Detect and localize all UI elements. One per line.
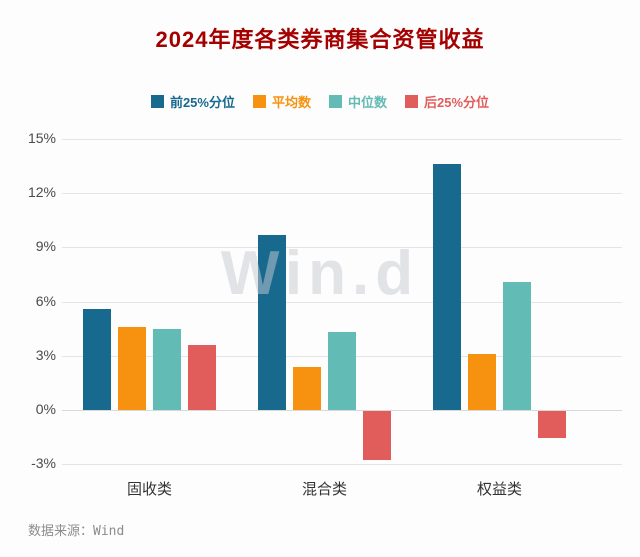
gridline — [62, 409, 622, 411]
data-source-label: 数据来源：Wind — [28, 524, 125, 539]
legend-item: 平均数 — [252, 92, 311, 111]
bar — [293, 366, 321, 410]
chart-title: 2024年度各类券商集合资管收益 — [155, 27, 485, 52]
bar — [503, 281, 531, 410]
gridline — [62, 139, 622, 140]
legend-swatch — [329, 95, 342, 108]
legend-item: 后25%分位 — [405, 92, 489, 111]
y-axis-tick-label: 0% — [35, 400, 56, 417]
y-axis-tick-label: 9% — [35, 238, 56, 255]
gridline — [62, 301, 622, 303]
bar — [433, 164, 461, 410]
x-axis-category-label: 权益类 — [476, 481, 522, 498]
bar — [153, 328, 181, 410]
bar — [363, 410, 391, 460]
legend-label: 中位数 — [348, 95, 388, 110]
y-axis-tick-label: 12% — [27, 184, 56, 201]
gridline — [62, 193, 622, 195]
plot-area: -3% 0% 3% 6% 9% 12% 15% 固收类 混合类 权益类 — [0, 130, 640, 512]
legend-item: 前25%分位 — [150, 92, 235, 111]
legend-swatch — [252, 95, 266, 108]
y-axis-tick-label: 6% — [35, 292, 56, 309]
bar — [328, 332, 356, 410]
bar — [258, 234, 286, 410]
legend-label: 后25%分位 — [424, 95, 490, 110]
legend-swatch — [405, 95, 419, 108]
x-axis-category-label: 固收类 — [126, 481, 172, 498]
y-axis-tick-label: 15% — [27, 130, 56, 146]
bar — [83, 308, 111, 410]
legend-swatch — [150, 95, 164, 108]
gridline — [62, 247, 622, 249]
y-axis-tick-label: -3% — [31, 455, 56, 471]
legend-label: 前25%分位 — [169, 95, 235, 110]
gridline — [62, 464, 622, 465]
bar — [468, 353, 496, 410]
legend: 前25%分位 平均数 中位数 后25%分位 — [0, 92, 640, 111]
bar — [188, 344, 216, 410]
legend-item: 中位数 — [329, 92, 387, 111]
legend-label: 平均数 — [271, 95, 311, 110]
bar — [118, 326, 146, 410]
x-axis-category-label: 混合类 — [301, 481, 347, 498]
bar — [538, 410, 566, 438]
y-axis-tick-label: 3% — [35, 346, 56, 363]
